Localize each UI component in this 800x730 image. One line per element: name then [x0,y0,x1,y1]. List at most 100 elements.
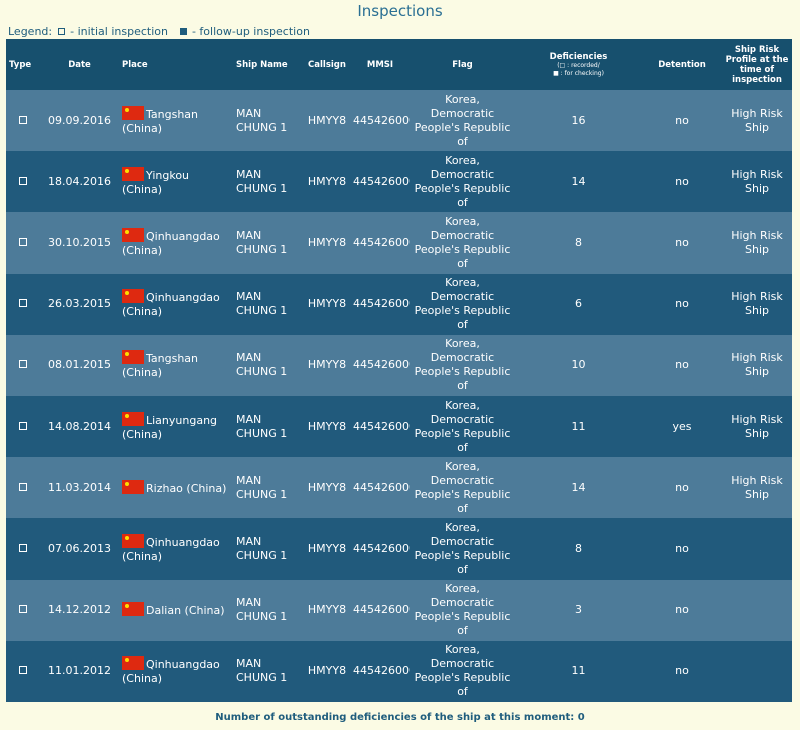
col-deficiencies: Deficiencies (□ : recorded/ ■ : for chec… [515,39,642,90]
legend: Legend: - initial inspection - follow-up… [8,25,310,38]
cell-deficiencies: 14 [571,174,586,188]
cell-detention: no [675,480,689,494]
table-row: 11.01.2012 Qinhuangdao (China) MAN CHUNG 1… [6,640,792,702]
col-date: Date [68,59,91,70]
cell-place: Qinhuangdao (China) [119,212,233,273]
page-title: Inspections [357,2,443,20]
cell-type [6,457,40,518]
cell-ship-name: MAN CHUNG 1 [236,290,288,318]
cell-deficiencies: 14 [571,480,586,494]
cell-flag: Korea, Democratic People's Republic of [414,153,511,209]
china-flag-icon [122,105,144,120]
cell-risk-profile: High Risk Ship [731,167,783,195]
cell-mmsi: 445426000 [353,174,410,188]
cell-flag: Korea, Democratic People's Republic of [414,276,511,332]
cell-place: Lianyungang (China) [119,396,233,457]
table-row: 08.01.2015 Tangshan (China) MAN CHUNG 1 HMY… [6,334,792,396]
table-row: 18.04.2016 Yingkou (China) MAN CHUNG 1 HMYY… [6,151,792,213]
place-label: Yingkou (China) [122,168,190,196]
cell-type [6,212,40,273]
col-deficiencies-note-recorded: (□ : recorded/ [557,61,600,69]
cell-deficiencies: 6 [575,297,582,311]
table-row: 14.08.2014 Lianyungang (China) MAN CHUNG 1… [6,395,792,458]
china-flag-icon [122,411,144,426]
china-flag-icon [122,350,144,365]
initial-inspection-icon [19,605,27,614]
table-row: 14.12.2012 Dalian (China) MAN CHUNG 1 HMYY8… [6,579,792,641]
cell-detention: no [675,174,689,188]
cell-flag: Korea, Democratic People's Republic of [414,92,511,148]
cell-mmsi: 445426000 [353,603,410,617]
place-label: Rizhao (China) [146,481,227,495]
cell-detention: no [675,297,689,311]
cell-ship-name: MAN CHUNG 1 [236,106,288,134]
cell-date: 14.08.2014 [48,419,111,433]
outstanding-deficiencies-note: Number of outstanding deficiencies of th… [215,712,585,723]
cell-flag: Korea, Democratic People's Republic of [414,643,511,699]
cell-place: Qinhuangdao (China) [119,641,233,702]
col-deficiencies-note-checking: ■ : for checking) [553,69,604,77]
place-label: Qinhuangdao (China) [122,535,220,563]
cell-place: Yingkou (China) [119,151,233,212]
place-label: Dalian (China) [146,604,225,618]
place-label: Tangshan (China) [122,107,199,135]
initial-inspection-icon [19,299,27,308]
cell-type [6,90,40,151]
cell-detention: no [675,603,689,617]
china-flag-icon [122,479,144,494]
cell-detention: no [675,235,689,249]
cell-mmsi: 445426000 [353,297,410,311]
cell-flag: Korea, Democratic People's Republic of [414,459,511,515]
initial-inspection-icon [19,666,27,675]
cell-callsign: HMYY8 [307,419,347,433]
cell-deficiencies: 11 [571,664,586,678]
cell-callsign: HMYY8 [307,297,347,311]
legend-label: Legend: [8,25,53,38]
col-type: Type [9,59,32,70]
cell-callsign: HMYY8 [307,113,347,127]
cell-callsign: HMYY8 [307,235,347,249]
cell-ship-name: MAN CHUNG 1 [236,657,288,685]
china-flag-icon [122,289,144,304]
cell-deficiencies: 16 [571,113,586,127]
col-callsign: Callsign [308,59,346,70]
place-label: Qinhuangdao (China) [122,658,220,686]
place-label: Lianyungang (China) [122,413,218,441]
followup-inspection-icon [179,28,187,35]
cell-date: 18.04.2016 [48,174,111,188]
cell-callsign: HMYY8 [307,603,347,617]
cell-mmsi: 445426000 [353,480,410,494]
cell-risk-profile: High Risk Ship [731,228,783,256]
cell-place: Rizhao (China) [119,457,233,518]
cell-detention: no [675,541,689,555]
cell-date: 30.10.2015 [48,235,111,249]
legend-initial: - initial inspection [70,25,168,38]
cell-ship-name: MAN CHUNG 1 [236,167,288,195]
cell-date: 07.06.2013 [48,541,111,555]
cell-risk-profile [722,518,792,579]
china-flag-icon [122,656,144,671]
cell-mmsi: 445426000 [353,541,410,555]
cell-type [6,580,40,641]
initial-inspection-icon [19,543,27,552]
cell-type [6,274,40,335]
cell-deficiencies: 8 [575,235,582,249]
cell-deficiencies: 10 [571,358,586,372]
initial-inspection-icon [19,176,27,185]
cell-type [6,396,40,457]
cell-flag: Korea, Democratic People's Republic of [414,337,511,393]
cell-flag: Korea, Democratic People's Republic of [414,582,511,638]
cell-place: Tangshan (China) [119,90,233,151]
cell-date: 08.01.2015 [48,358,111,372]
col-risk-profile: Ship Risk Profile at the time of inspect… [725,44,789,85]
cell-risk-profile: High Risk Ship [731,473,783,501]
cell-date: 14.12.2012 [48,603,111,617]
china-flag-icon [122,227,144,242]
cell-deficiencies: 8 [575,541,582,555]
cell-mmsi: 445426000 [353,235,410,249]
initial-inspection-icon [19,360,27,369]
cell-detention: no [675,113,689,127]
col-mmsi: MMSI [366,59,394,70]
cell-callsign: HMYY8 [307,358,347,372]
cell-ship-name: MAN CHUNG 1 [236,412,288,440]
